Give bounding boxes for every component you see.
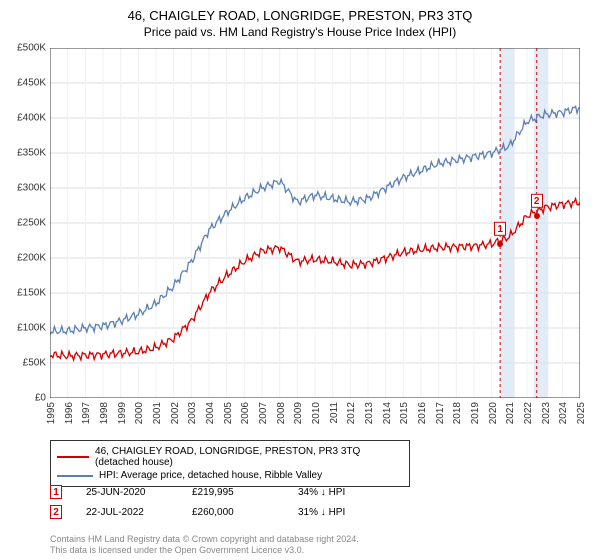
chart-plot: 12 bbox=[50, 48, 580, 398]
x-tick-label: 2025 bbox=[576, 402, 587, 424]
price-marker-label: 2 bbox=[531, 191, 543, 209]
event-row: 1 25-JUN-2020 £219,995 34% ↓ HPI bbox=[50, 482, 384, 502]
x-tick-label: 2023 bbox=[541, 402, 552, 424]
event-marker: 2 bbox=[50, 505, 62, 519]
x-tick-label: 2006 bbox=[240, 402, 251, 424]
event-table: 1 25-JUN-2020 £219,995 34% ↓ HPI 2 22-JUL-202… bbox=[50, 482, 384, 522]
price-marker-dot bbox=[534, 213, 540, 219]
x-tick-label: 2022 bbox=[523, 402, 534, 424]
x-tick-label: 2016 bbox=[417, 402, 428, 424]
x-tick-label: 2020 bbox=[488, 402, 499, 424]
x-tick-label: 2008 bbox=[276, 402, 287, 424]
x-tick-label: 2003 bbox=[187, 402, 198, 424]
event-pct: 34% ↓ HPI bbox=[298, 487, 384, 498]
event-date: 25-JUN-2020 bbox=[86, 487, 172, 498]
x-tick-label: 1999 bbox=[117, 402, 128, 424]
x-tick-label: 2009 bbox=[293, 402, 304, 424]
legend-swatch bbox=[57, 475, 93, 477]
y-tick-label: £100K bbox=[17, 323, 46, 334]
x-tick-label: 2010 bbox=[311, 402, 322, 424]
x-tick-label: 1997 bbox=[81, 402, 92, 424]
x-tick-label: 2012 bbox=[346, 402, 357, 424]
page-subtitle: Price paid vs. HM Land Registry's House … bbox=[0, 23, 600, 39]
x-tick-label: 2014 bbox=[382, 402, 393, 424]
x-tick-label: 2000 bbox=[134, 402, 145, 424]
x-tick-label: 2024 bbox=[558, 402, 569, 424]
x-tick-label: 1996 bbox=[64, 402, 75, 424]
footnote-line-2: This data is licensed under the Open Gov… bbox=[50, 545, 359, 556]
y-axis: £0£50K£100K£150K£200K£250K£300K£350K£400… bbox=[0, 48, 48, 398]
x-tick-label: 2004 bbox=[205, 402, 216, 424]
y-tick-label: £400K bbox=[17, 113, 46, 124]
y-tick-label: £200K bbox=[17, 253, 46, 264]
x-tick-label: 1998 bbox=[99, 402, 110, 424]
x-tick-label: 1995 bbox=[46, 402, 57, 424]
y-tick-label: £50K bbox=[23, 358, 46, 369]
price-marker-label: 1 bbox=[494, 219, 506, 237]
footnote: Contains HM Land Registry data © Crown c… bbox=[50, 534, 359, 557]
y-tick-label: £150K bbox=[17, 288, 46, 299]
x-tick-label: 2005 bbox=[223, 402, 234, 424]
x-tick-label: 2007 bbox=[258, 402, 269, 424]
y-tick-label: £0 bbox=[35, 393, 46, 404]
y-tick-label: £500K bbox=[17, 43, 46, 54]
event-marker: 1 bbox=[50, 485, 62, 499]
x-tick-label: 2018 bbox=[452, 402, 463, 424]
legend-label: HPI: Average price, detached house, Ribb… bbox=[99, 470, 322, 481]
x-tick-label: 2001 bbox=[152, 402, 163, 424]
legend: 46, CHAIGLEY ROAD, LONGRIDGE, PRESTON, P… bbox=[50, 440, 410, 487]
legend-item: 46, CHAIGLEY ROAD, LONGRIDGE, PRESTON, P… bbox=[57, 445, 403, 469]
x-tick-label: 2015 bbox=[399, 402, 410, 424]
event-date: 22-JUL-2022 bbox=[86, 507, 172, 518]
y-tick-label: £350K bbox=[17, 148, 46, 159]
event-row: 2 22-JUL-2022 £260,000 31% ↓ HPI bbox=[50, 502, 384, 522]
x-tick-label: 2011 bbox=[329, 402, 340, 424]
legend-swatch bbox=[57, 456, 89, 458]
legend-label: 46, CHAIGLEY ROAD, LONGRIDGE, PRESTON, P… bbox=[95, 446, 403, 468]
event-price: £260,000 bbox=[192, 507, 278, 518]
event-pct: 31% ↓ HPI bbox=[298, 507, 384, 518]
x-tick-label: 2002 bbox=[170, 402, 181, 424]
x-tick-label: 2017 bbox=[435, 402, 446, 424]
event-price: £219,995 bbox=[192, 487, 278, 498]
footnote-line-1: Contains HM Land Registry data © Crown c… bbox=[50, 534, 359, 545]
x-tick-label: 2019 bbox=[470, 402, 481, 424]
y-tick-label: £300K bbox=[17, 183, 46, 194]
x-tick-label: 2013 bbox=[364, 402, 375, 424]
page-title: 46, CHAIGLEY ROAD, LONGRIDGE, PRESTON, P… bbox=[0, 0, 600, 23]
y-tick-label: £250K bbox=[17, 218, 46, 229]
legend-item: HPI: Average price, detached house, Ribb… bbox=[57, 469, 403, 482]
y-tick-label: £450K bbox=[17, 78, 46, 89]
x-tick-label: 2021 bbox=[505, 402, 516, 424]
price-marker-dot bbox=[497, 241, 503, 247]
